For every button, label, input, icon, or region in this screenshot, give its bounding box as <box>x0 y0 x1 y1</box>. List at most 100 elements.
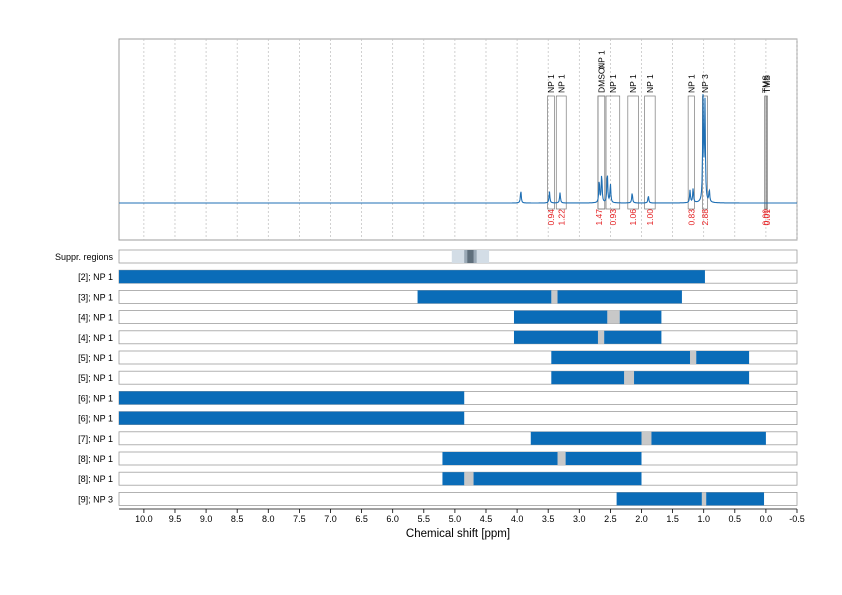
annotation-label: NP 3 <box>700 74 710 93</box>
range-gap <box>690 351 697 364</box>
x-tick-label: 6.0 <box>386 514 399 524</box>
row-label: [9]; NP 3 <box>78 494 113 504</box>
annotation-box <box>627 95 639 210</box>
x-axis: Chemical shift [ppm] 10.0 9.5 9.0 8.5 8.0 7.5… <box>119 508 805 540</box>
row-label: [8]; NP 1 <box>78 454 113 464</box>
annotation-box <box>547 95 555 210</box>
x-tick-label: 9.5 <box>169 514 182 524</box>
x-tick-label: 9.0 <box>200 514 213 524</box>
x-tick-label: 10.0 <box>135 514 153 524</box>
annotation-box <box>597 95 606 210</box>
range-bar <box>634 371 750 385</box>
x-tick-label: 8.0 <box>262 514 275 524</box>
range-bar <box>442 452 558 465</box>
integral-value: 0.93 <box>608 209 618 226</box>
x-tick-label: 5.0 <box>449 514 462 524</box>
annotation-label: NP 1 <box>546 74 556 93</box>
range-bar <box>513 330 598 344</box>
range-bar <box>616 492 702 506</box>
range-bar <box>706 492 765 506</box>
range-bar <box>604 330 662 344</box>
range-bar <box>557 290 682 304</box>
annotation-box <box>555 95 567 210</box>
x-tick-label: 2.5 <box>604 514 617 524</box>
row-label: [2]; NP 1 <box>78 272 113 282</box>
row-label: Suppr. regions <box>55 252 114 262</box>
range-bar <box>696 351 750 364</box>
x-tick-label: 4.5 <box>480 514 493 524</box>
x-tick-label: 1.0 <box>697 514 710 524</box>
range-bar <box>442 472 465 486</box>
annotation-box <box>687 95 695 210</box>
suppression-core <box>467 250 474 263</box>
x-tick-label: 5.5 <box>418 514 431 524</box>
x-tick-label: 0.5 <box>729 514 742 524</box>
x-tick-label: 7.0 <box>324 514 337 524</box>
annotation-label: TMS <box>760 75 770 93</box>
annotation-label: DMSO/ <box>596 65 606 94</box>
range-gap <box>557 452 566 465</box>
range-bar <box>551 371 625 385</box>
range-bar <box>119 391 465 405</box>
annotation-box <box>766 95 768 210</box>
x-tick-label: 1.5 <box>666 514 679 524</box>
row-frame <box>118 310 798 325</box>
range-gap <box>551 290 558 304</box>
annotation-label: TMS <box>762 75 772 93</box>
range-bar <box>513 310 608 324</box>
annotation-box <box>644 95 656 210</box>
annotation-label: NP 1 <box>556 74 566 93</box>
row-label: [7]; NP 1 <box>78 434 113 444</box>
x-tick-label: 3.0 <box>573 514 586 524</box>
range-gap <box>464 472 474 486</box>
row-label: [8]; NP 1 <box>78 474 113 484</box>
range-bar <box>551 351 691 364</box>
integral-value: 0.01 <box>762 209 772 226</box>
range-gap <box>641 431 652 445</box>
range-bar <box>619 310 662 324</box>
integral-value: 0.83 <box>686 209 696 226</box>
range-bar <box>651 431 766 445</box>
annotation-label: NP 1 <box>596 50 606 69</box>
x-tick-label: 3.5 <box>542 514 555 524</box>
integral-value: 1.00 <box>645 209 655 226</box>
annotation-box <box>764 95 767 210</box>
row-label: [5]; NP 1 <box>78 353 113 363</box>
x-tick-label: 2.0 <box>635 514 648 524</box>
integral-value: 1.22 <box>556 209 566 226</box>
range-bar <box>119 411 465 425</box>
grid-lines <box>143 39 798 240</box>
range-gap <box>701 492 707 506</box>
integral-value: 0.94 <box>546 209 556 226</box>
range-gap <box>607 310 620 324</box>
integral-value: 2.88 <box>700 209 710 226</box>
row-label: [6]; NP 1 <box>78 414 113 424</box>
row-label: [6]; NP 1 <box>78 393 113 403</box>
range-bar <box>473 472 642 486</box>
range-bar <box>530 431 642 445</box>
annotation-box <box>605 95 621 210</box>
range-gap <box>597 330 605 344</box>
spectrum-line <box>119 94 797 204</box>
x-tick-label: 6.5 <box>355 514 368 524</box>
annotation-label: NP 1 <box>628 74 638 93</box>
row-label: [3]; NP 1 <box>78 292 113 302</box>
row-label: [4]; NP 1 <box>78 313 113 323</box>
x-axis-title: Chemical shift [ppm] <box>406 528 510 540</box>
x-tick-label: 4.0 <box>511 514 524 524</box>
range-bar <box>119 270 705 284</box>
integral-value: 0.00 <box>760 209 770 226</box>
x-tick-label: 7.5 <box>293 514 306 524</box>
row-label: [5]; NP 1 <box>78 373 113 383</box>
spectrum-frame <box>118 38 798 241</box>
annotation-label: NP 1 <box>645 74 655 93</box>
range-bar <box>565 452 642 465</box>
x-tick-label: -0.5 <box>789 514 805 524</box>
annotation-label: NP 1 <box>608 74 618 93</box>
range-rows: Suppr. regions [2]; NP 1 [3]; NP 1 [4]; NP … <box>55 249 798 506</box>
row-label: [4]; NP 1 <box>78 333 113 343</box>
range-gap <box>624 371 635 385</box>
